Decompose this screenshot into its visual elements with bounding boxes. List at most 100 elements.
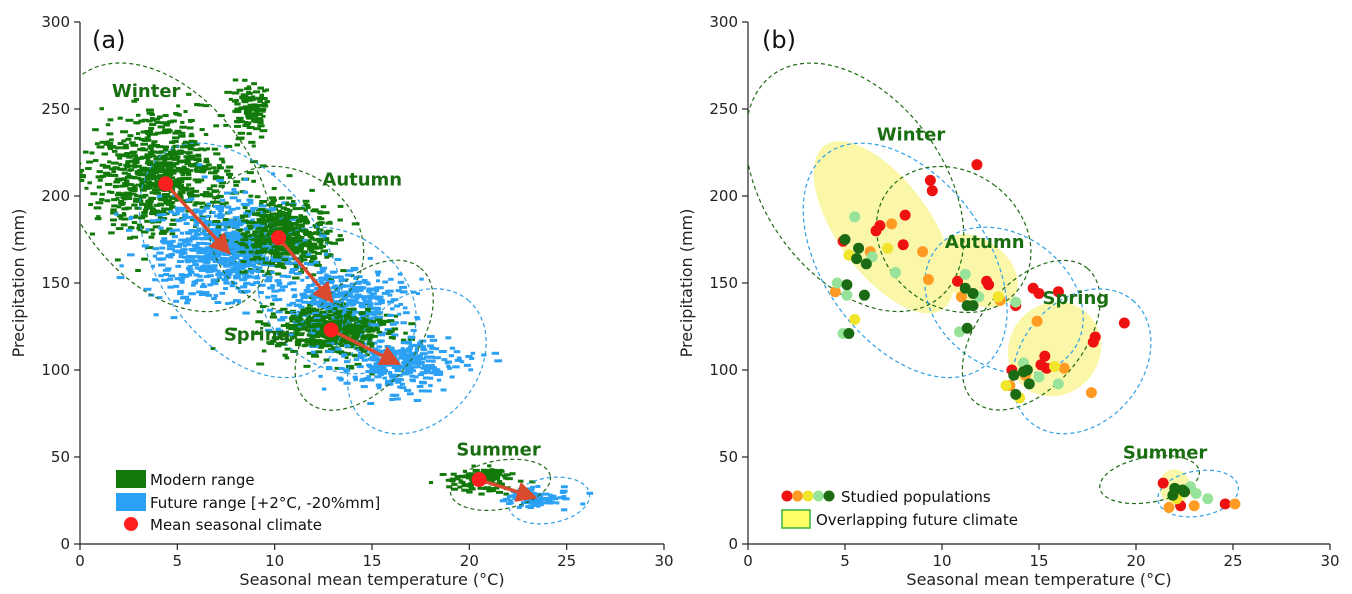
- future-range-cell: [271, 289, 280, 293]
- future-range-cell: [392, 363, 399, 367]
- future-range-cell: [561, 508, 568, 512]
- modern-range-cell: [388, 336, 396, 340]
- future-range-cell: [198, 256, 207, 260]
- future-range-cell: [222, 222, 228, 226]
- modern-range-cell: [160, 229, 169, 233]
- modern-range-cell: [193, 201, 200, 205]
- modern-range-cell: [166, 227, 172, 231]
- future-range-cell: [190, 235, 198, 239]
- future-range-cell: [494, 359, 503, 363]
- modern-range-cell: [101, 152, 109, 156]
- y-tick-label: 300: [709, 13, 738, 31]
- studied-population-point: [959, 268, 971, 280]
- future-range-cell: [423, 355, 432, 359]
- future-range-cell: [420, 345, 426, 349]
- future-range-cell: [434, 347, 440, 351]
- future-range-cell: [423, 368, 429, 372]
- modern-range-cell: [213, 124, 220, 128]
- modern-range-cell: [144, 131, 153, 135]
- future-range-cell: [545, 501, 553, 505]
- modern-range-cell: [89, 232, 95, 236]
- studied-population-point: [1157, 477, 1169, 489]
- future-range-cell: [174, 206, 183, 210]
- modern-range-cell: [149, 191, 155, 195]
- modern-range-cell: [370, 326, 378, 330]
- modern-range-cell: [119, 203, 125, 207]
- modern-range-cell: [269, 241, 274, 245]
- future-range-cell: [292, 268, 298, 272]
- future-range-cell: [325, 365, 332, 369]
- modern-range-cell: [458, 479, 463, 483]
- future-range-cell: [248, 241, 256, 245]
- future-range-cell: [166, 277, 174, 281]
- future-range-cell: [222, 273, 229, 277]
- modern-range-cell: [282, 223, 290, 227]
- studied-population-point: [1052, 286, 1064, 298]
- future-range-cell: [313, 293, 321, 297]
- studied-population-point: [886, 218, 898, 230]
- modern-range-cell: [116, 205, 122, 209]
- future-range-cell: [224, 220, 229, 224]
- modern-range-cell: [509, 472, 516, 476]
- modern-range-cell: [180, 199, 188, 203]
- future-range-cell: [428, 376, 434, 380]
- modern-range-cell: [153, 185, 161, 189]
- modern-range-cell: [146, 111, 154, 115]
- future-range-cell: [197, 248, 204, 252]
- studied-population-point: [1052, 378, 1064, 390]
- modern-range-cell: [149, 200, 154, 204]
- future-range-cell: [187, 264, 193, 268]
- modern-range-cell: [321, 319, 328, 323]
- future-range-cell: [180, 296, 187, 300]
- future-range-cell: [171, 212, 178, 216]
- modern-range-cell: [242, 124, 251, 128]
- modern-range-cell: [254, 195, 261, 199]
- modern-range-cell: [259, 118, 264, 122]
- modern-range-cell: [324, 241, 333, 245]
- future-range-cell: [375, 315, 384, 319]
- modern-range-cell: [170, 149, 176, 153]
- y-tick-label: 0: [60, 535, 70, 553]
- modern-range-cell: [110, 218, 117, 222]
- future-range-cell: [299, 292, 306, 296]
- modern-range-cell: [308, 325, 317, 329]
- future-range-cell: [217, 251, 225, 255]
- future-range-cell: [223, 264, 231, 268]
- future-range-cell: [152, 254, 158, 258]
- future-range-cell: [417, 358, 422, 362]
- modern-range-cell: [386, 319, 395, 323]
- modern-range-cell: [339, 331, 346, 335]
- modern-range-cell: [153, 163, 160, 167]
- modern-range-cell: [159, 216, 168, 220]
- future-range-cell: [353, 358, 360, 362]
- modern-range-cell: [224, 144, 233, 148]
- future-range-cell: [242, 190, 249, 194]
- modern-range-cell: [150, 132, 158, 136]
- future-range-cell: [249, 263, 257, 267]
- modern-range-cell: [159, 154, 168, 158]
- modern-range-cell: [218, 181, 227, 185]
- modern-range-cell: [347, 316, 354, 320]
- modern-range-cell: [88, 203, 93, 207]
- modern-range-cell: [256, 238, 264, 242]
- modern-range-cell: [461, 488, 470, 492]
- modern-range-cell: [270, 228, 278, 232]
- future-range-cell: [168, 210, 174, 214]
- future-range-cell: [420, 348, 428, 352]
- modern-range-cell: [202, 104, 210, 108]
- modern-range-cell: [310, 343, 316, 347]
- future-range-cell: [525, 505, 531, 509]
- modern-range-cell: [340, 318, 348, 322]
- modern-range-cell: [154, 220, 162, 224]
- panel-a-legend: Modern range Future range [+2°C, -20%mm]…: [116, 470, 380, 534]
- modern-range-cell: [295, 327, 301, 331]
- modern-range-cell: [478, 492, 485, 496]
- modern-range-cell: [99, 140, 108, 144]
- modern-range-cell: [290, 314, 296, 318]
- future-range-cell: [210, 282, 219, 286]
- future-range-cell: [202, 268, 209, 272]
- modern-range-cell: [147, 163, 153, 167]
- future-range-cell: [174, 212, 180, 216]
- modern-range-cell: [377, 320, 383, 324]
- future-range-cell: [538, 500, 544, 504]
